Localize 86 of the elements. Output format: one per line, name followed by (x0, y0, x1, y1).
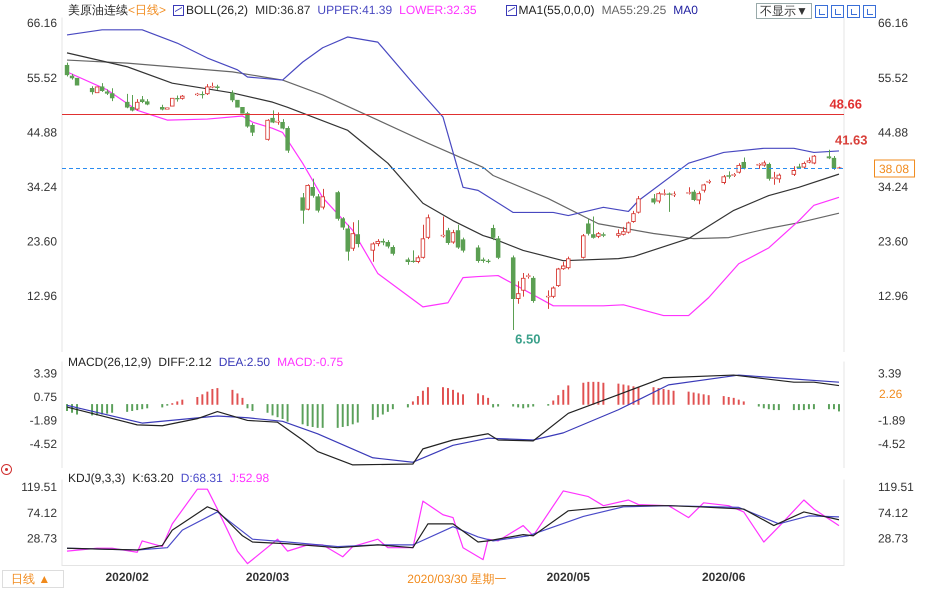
legend-title: BOLL(26,2) (186, 3, 248, 17)
candlestick (766, 162, 772, 182)
candlestick (180, 94, 185, 100)
y-tick-label: 12.96 (878, 289, 908, 304)
chart-title: MACD(26,12,9) (68, 355, 152, 369)
candlestick (691, 189, 696, 202)
y-tick-label: 28.73 (26, 532, 58, 546)
candlestick (601, 232, 606, 238)
x-tick-label: 2020/05 (546, 570, 590, 584)
candlestick (450, 229, 456, 244)
candlestick (736, 162, 742, 174)
text: D:68.31 (180, 471, 223, 485)
text: MACD:-0.75 (277, 355, 344, 369)
candlestick (195, 92, 200, 96)
candlestick (581, 233, 586, 260)
text: UPPER:41.39 (317, 3, 392, 17)
y-tick-label: 34.24 (878, 180, 908, 194)
candlestick (526, 273, 531, 280)
candlestick (731, 172, 736, 178)
candlestick (636, 196, 641, 214)
y-tick-label: 44.88 (878, 125, 908, 140)
series-label: J:52.98 (230, 471, 270, 485)
candlestick (520, 272, 526, 298)
candlestick (721, 174, 726, 185)
candlestick (696, 190, 701, 205)
chart-title: KDJ(9,3,3) (68, 471, 126, 485)
y-tick-label: 3.39 (34, 366, 58, 381)
candlestick (426, 214, 430, 240)
annotation: 41.63 (834, 132, 868, 148)
candlestick (490, 224, 496, 241)
text: DEA:2.50 (218, 355, 270, 369)
y-tick-label: 74.12 (26, 506, 58, 520)
candlestick (530, 276, 536, 304)
y-tick-label: 119.51 (21, 480, 58, 494)
candlestick (64, 62, 70, 77)
y-tick-label: 55.52 (878, 70, 908, 85)
annotation: 不显示▼ (756, 3, 812, 19)
candlestick (390, 244, 396, 256)
candlestick (496, 236, 500, 260)
y-tick-label: 66.16 (878, 16, 908, 30)
candlestick (440, 216, 446, 238)
x-tick-label: 2020/02 (105, 570, 150, 584)
candlestick (265, 118, 270, 142)
text: K:63.20 (132, 471, 174, 485)
text: LOWER:32.35 (399, 3, 477, 17)
y-tick-label: 0.75 (34, 390, 58, 404)
candlestick (230, 90, 235, 103)
candlestick (355, 220, 360, 248)
text: MA0 (673, 3, 698, 17)
candlestick (510, 255, 516, 330)
x-tick-label: 2020/03 (246, 570, 290, 584)
y-tick-label: -1.89 (30, 414, 58, 428)
text: MA55:29.25 (602, 3, 666, 17)
candlestick (671, 190, 676, 198)
candlestick (446, 227, 450, 246)
annotation: 6.50 (515, 332, 540, 347)
y-tick-label: 23.60 (878, 234, 908, 249)
candlestick (110, 88, 114, 102)
candlestick (305, 184, 310, 211)
candlestick (90, 86, 94, 95)
candlestick (420, 224, 426, 260)
candlestick (792, 166, 796, 177)
ref-line-label: 38.08 (879, 162, 910, 176)
text: MID:36.87 (255, 3, 310, 17)
candlestick (300, 192, 305, 224)
candlestick (70, 73, 74, 80)
chart-title: 美原油连续 (68, 3, 128, 17)
candlestick (596, 231, 601, 239)
candlestick (631, 210, 636, 224)
candlestick (350, 222, 356, 252)
candlestick (586, 218, 591, 236)
text: 2020/03/30 星期一 (407, 571, 507, 588)
candlestick (320, 188, 325, 210)
chart-subtitle: <日线> (128, 3, 166, 17)
text: MA1(55,0,0,0) (518, 3, 595, 17)
candlestick (726, 170, 732, 180)
candlestick (686, 186, 691, 195)
text: 日线 ▲ (2, 570, 64, 588)
candlestick (516, 280, 520, 304)
text: DIFF:2.12 (158, 355, 212, 369)
y-tick-label: -4.52 (30, 436, 58, 451)
candlestick (651, 193, 656, 205)
candlestick (591, 216, 596, 240)
text: 2.26 (879, 387, 902, 401)
ref-line-label: 48.66 (829, 96, 862, 112)
x-tick-label: 2020/06 (702, 570, 746, 584)
